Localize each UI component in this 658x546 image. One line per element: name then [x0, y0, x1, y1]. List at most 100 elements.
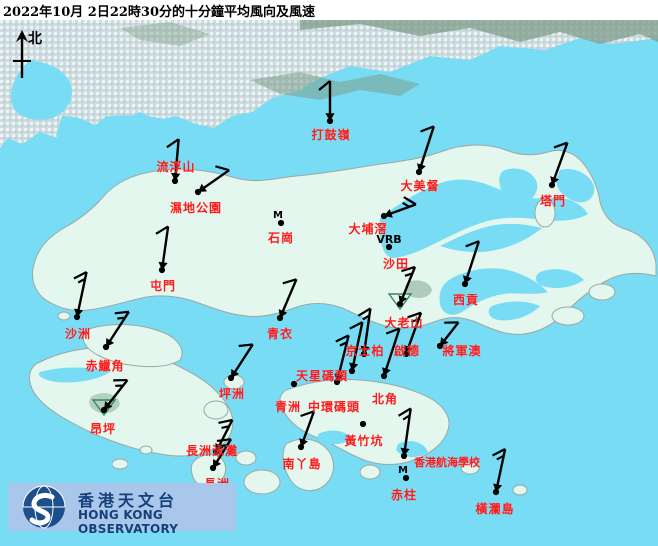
station-label-star-ferry: 天星碼頭: [295, 369, 349, 383]
station-cheung-chau-beach[interactable]: [212, 418, 234, 456]
station-stanley[interactable]: [402, 474, 410, 482]
barb-half-feather: [404, 272, 413, 277]
gust-triangle-icon: [387, 293, 413, 311]
marker-label-shek-kong: M: [273, 210, 283, 221]
station-wetland-park[interactable]: [194, 165, 230, 196]
barb-arrowhead: [360, 345, 370, 354]
station-dot: [100, 406, 108, 414]
barb-feather: [238, 343, 253, 348]
station-tai-po-kau[interactable]: [380, 196, 417, 220]
station-label-shek-kong: 石崗: [267, 231, 295, 245]
station-label-chek-lap-kok: 赤鱲角: [85, 359, 125, 373]
station-label-hk-sea-school: 香港航海學校: [414, 456, 480, 469]
station-ngong-ping[interactable]: [91, 378, 129, 417]
station-dot: [209, 464, 217, 472]
barb-half-feather: [117, 316, 126, 320]
lantau-islands: [29, 311, 528, 496]
station-dot: [492, 488, 500, 496]
station-hk-sea-school[interactable]: [397, 407, 412, 460]
new-territories-landmass: [32, 144, 657, 335]
barb-feather: [465, 240, 480, 248]
station-wong-chuk-hang[interactable]: [359, 420, 367, 428]
barb-feather: [300, 410, 315, 418]
station-label-wong-chuk-hang: 黃竹坑: [344, 434, 384, 448]
station-central-pier[interactable]: [333, 334, 350, 386]
station-tuen-mun[interactable]: [155, 225, 170, 274]
station-sha-chau[interactable]: [73, 271, 88, 321]
barb-feather: [553, 141, 568, 149]
barb-feather: [407, 311, 422, 319]
station-shek-kong[interactable]: [277, 219, 285, 227]
north-arrow-icon: [8, 28, 54, 80]
station-ta-kwu-ling[interactable]: [318, 80, 335, 125]
station-label-lau-fau-shan: 流浮山: [156, 160, 196, 174]
hko-logo-icon: [22, 485, 66, 529]
station-lamma-island[interactable]: [297, 410, 316, 451]
barb-half-feather: [219, 444, 228, 448]
station-cheung-chau[interactable]: [209, 438, 233, 472]
barb-feather: [218, 418, 233, 425]
station-tap-mun[interactable]: [548, 141, 569, 189]
station-label-sha-chau: 沙洲: [64, 327, 92, 341]
barb-arrowhead: [158, 261, 168, 270]
station-label-cheung-chau-beach: 長洲泳灘: [185, 444, 239, 458]
station-label-kings-park: 京士柏: [345, 344, 385, 358]
barb-half-feather: [339, 341, 348, 347]
station-label-tap-mun: 塔門: [539, 194, 567, 208]
barb-half-feather: [77, 277, 86, 284]
station-dot: [402, 474, 410, 482]
station-label-stanley: 赤柱: [390, 488, 418, 502]
map-canvas: 北 打鼓嶺 流浮山 濕地公園 石崗 M 塔門 大美督 大埔滘 沙田 VRB 屯門 青衣 西貢 大老山 沙洲赤…: [0, 20, 658, 546]
station-dot: [400, 452, 408, 460]
station-lau-fau-shan[interactable]: [166, 138, 181, 185]
station-north-point[interactable]: [380, 327, 401, 380]
station-kings-park[interactable]: [357, 307, 372, 358]
barb-shaft: [382, 328, 401, 377]
station-dot: [359, 420, 367, 428]
station-green-island[interactable]: [290, 380, 298, 388]
barb-half-feather: [362, 314, 371, 321]
north-label: 北: [28, 31, 42, 47]
station-dot: [436, 342, 444, 350]
station-tseung-kwan-o[interactable]: [436, 321, 460, 350]
station-tates-cairn[interactable]: [387, 265, 417, 311]
station-dot: [360, 350, 368, 358]
station-dot: [158, 266, 166, 274]
station-kai-tak[interactable]: [402, 311, 423, 358]
barb-half-feather: [221, 425, 230, 429]
barb-arrowhead: [171, 172, 181, 181]
barb-feather: [73, 271, 88, 280]
station-chek-lap-kok[interactable]: [102, 310, 130, 351]
station-sai-kung[interactable]: [461, 240, 481, 288]
barb-feather: [397, 407, 412, 417]
station-dot: [548, 181, 556, 189]
station-dot: [326, 117, 334, 125]
station-label-ta-kwu-ling: 打鼓嶺: [311, 128, 351, 142]
station-label-green-island: 青洲: [274, 400, 302, 414]
barb-feather: [114, 310, 129, 315]
station-peng-chau[interactable]: [227, 343, 254, 382]
barb-feather: [401, 265, 416, 273]
station-label-waglan-island: 橫瀾島: [475, 502, 515, 516]
mainland-china: [0, 20, 658, 172]
station-sha-tin[interactable]: [385, 243, 393, 251]
station-waglan-island[interactable]: [492, 447, 507, 496]
station-tsing-yi[interactable]: [276, 278, 298, 322]
station-dot: [461, 280, 469, 288]
station-label-tates-cairn: 大老山: [384, 316, 424, 330]
station-dot: [102, 343, 110, 351]
station-label-tuen-mun: 屯門: [149, 279, 177, 293]
barb-feather: [357, 307, 371, 317]
station-label-north-point: 北角: [371, 392, 399, 406]
station-dot: [297, 443, 305, 451]
hko-logo: 香港天文台 HONG KONG OBSERVATORY: [8, 483, 236, 536]
barb-feather: [403, 196, 417, 206]
barb-feather: [420, 125, 435, 133]
barb-feather: [166, 138, 180, 149]
station-dot: [194, 188, 202, 196]
logo-name-zh: 香港天文台: [78, 491, 179, 510]
station-tai-mei-tuk[interactable]: [415, 125, 435, 176]
station-label-kai-tak: 啟德: [393, 344, 421, 358]
station-star-ferry[interactable]: [348, 321, 364, 375]
station-label-tai-mei-tuk: 大美督: [400, 179, 440, 193]
